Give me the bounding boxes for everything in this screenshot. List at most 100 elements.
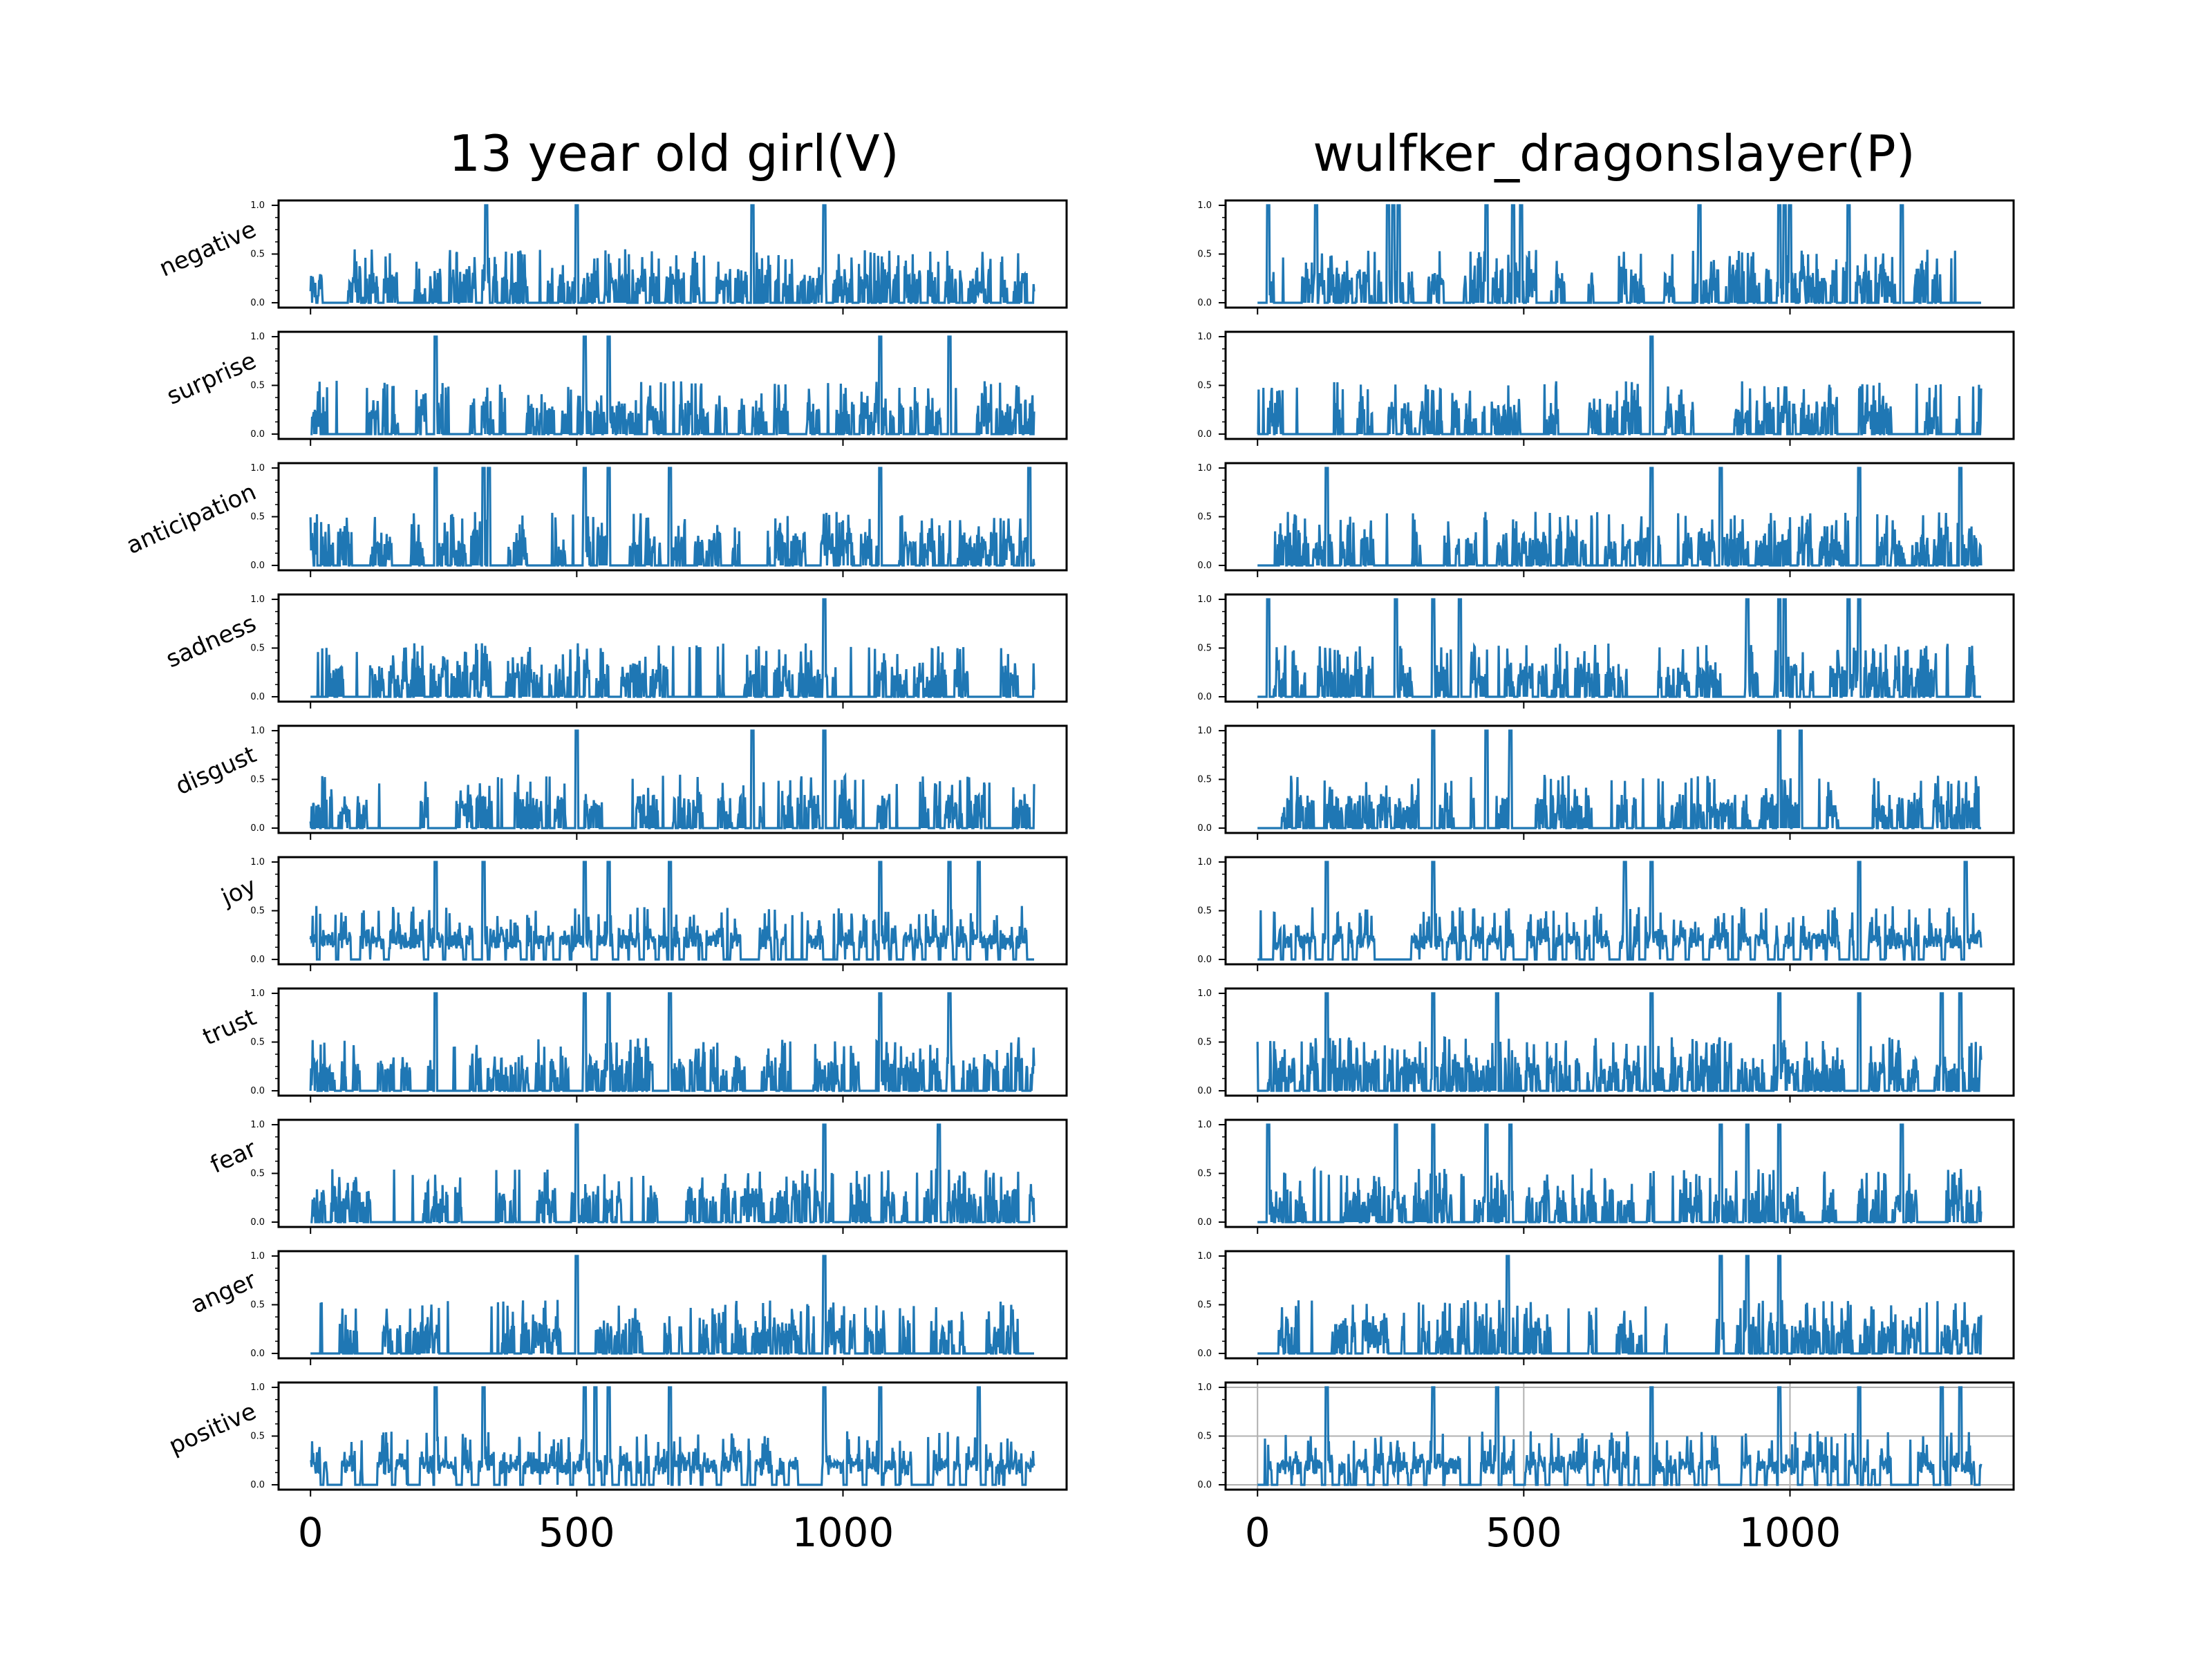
series-line-anticipation xyxy=(309,467,1035,567)
y-tick-label: 1.0 xyxy=(1197,594,1212,605)
series-line-sadness xyxy=(310,598,1035,698)
series-line-joy xyxy=(309,861,1034,961)
y-tick-label: 1.0 xyxy=(1197,463,1212,474)
panel-left-sadness: 0.0 0.5 1.0 sadness xyxy=(162,593,1068,709)
y-tick-label: 1.0 xyxy=(250,200,265,211)
y-tick-label: 1.0 xyxy=(250,1251,265,1262)
x-tick-label: 1000 xyxy=(1739,1509,1841,1556)
row-label-positive: positive xyxy=(165,1398,261,1461)
x-tick-label: 0 xyxy=(298,1509,324,1556)
y-tick-label: 0.0 xyxy=(1197,692,1212,702)
y-tick-label: 0.0 xyxy=(1197,561,1212,571)
series-line-anger xyxy=(310,1255,1034,1355)
y-tick-label: 0.0 xyxy=(1197,955,1212,965)
series-line-anticipation xyxy=(1257,467,1983,567)
y-tick-label: 0.0 xyxy=(250,1217,265,1228)
y-tick-label: 1.0 xyxy=(250,332,265,342)
y-tick-label: 0.5 xyxy=(250,381,265,391)
series-line-disgust xyxy=(1257,729,1981,830)
series-line-anger xyxy=(1257,1255,1983,1355)
panel-right-anticipation: 0.0 0.5 1.0 xyxy=(1197,462,2015,577)
y-tick-label: 0.5 xyxy=(1197,775,1212,785)
y-tick-label: 1.0 xyxy=(1197,1251,1212,1262)
series-line-disgust xyxy=(309,729,1035,830)
series-line-positive xyxy=(1257,1386,1983,1486)
y-tick-label: 1.0 xyxy=(1197,726,1212,736)
y-tick-label: 0.5 xyxy=(1197,250,1212,260)
y-tick-label: 0.5 xyxy=(250,1169,265,1179)
x-tick-label: 500 xyxy=(538,1509,615,1556)
y-tick-label: 0.0 xyxy=(1197,1086,1212,1096)
y-tick-label: 1.0 xyxy=(1197,1120,1212,1130)
x-tick-label: 0 xyxy=(1245,1509,1271,1556)
panel-right-fear: 0.0 0.5 1.0 xyxy=(1197,1118,2015,1234)
y-tick-label: 0.5 xyxy=(250,1300,265,1311)
panel-right-surprise: 0.0 0.5 1.0 xyxy=(1197,330,2015,446)
panel-right-anger: 0.0 0.5 1.0 xyxy=(1197,1250,2015,1365)
y-tick-label: 0.5 xyxy=(1197,644,1212,654)
y-tick-label: 1.0 xyxy=(1197,988,1212,999)
panel-right-disgust: 0.0 0.5 1.0 xyxy=(1197,724,2015,840)
row-label-disgust: disgust xyxy=(171,741,261,801)
y-tick-label: 0.0 xyxy=(250,955,265,965)
series-line-fear xyxy=(1257,1123,1983,1224)
y-tick-label: 0.0 xyxy=(250,1480,265,1490)
series-line-negative xyxy=(309,204,1035,304)
y-tick-label: 1.0 xyxy=(1197,332,1212,342)
y-tick-label: 1.0 xyxy=(1197,857,1212,868)
panel-right-joy: 0.0 0.5 1.0 xyxy=(1197,856,2015,971)
row-label-anticipation: anticipation xyxy=(122,478,261,560)
y-tick-label: 0.0 xyxy=(250,298,265,308)
panel-left-disgust: 0.0 0.5 1.0 disgust xyxy=(171,724,1068,840)
series-line-negative xyxy=(1257,204,1981,304)
panel-left-positive: 0.0 0.5 1.0 positive 0 500 1000 xyxy=(165,1381,1068,1556)
panel-right-sadness: 0.0 0.5 1.0 xyxy=(1197,593,2015,709)
y-tick-label: 0.0 xyxy=(250,1086,265,1096)
y-tick-label: 0.0 xyxy=(250,429,265,440)
y-tick-label: 0.5 xyxy=(250,644,265,654)
y-tick-label: 0.5 xyxy=(1197,512,1212,523)
y-tick-label: 0.5 xyxy=(1197,1169,1212,1179)
y-tick-label: 0.5 xyxy=(1197,1300,1212,1311)
x-tick-label: 500 xyxy=(1485,1509,1562,1556)
y-tick-label: 0.5 xyxy=(1197,1038,1212,1048)
right-column-title: wulfker_dragonslayer(P) xyxy=(1313,124,1915,182)
y-tick-label: 0.0 xyxy=(250,692,265,702)
y-tick-label: 1.0 xyxy=(250,726,265,736)
series-line-positive xyxy=(310,1386,1035,1486)
y-tick-label: 0.0 xyxy=(250,561,265,571)
left-column-title: 13 year old girl(V) xyxy=(449,124,899,182)
row-label-anger: anger xyxy=(187,1266,261,1320)
y-tick-label: 0.5 xyxy=(250,1432,265,1442)
y-tick-label: 0.5 xyxy=(250,250,265,260)
panel-left-surprise: 0.0 0.5 1.0 surprise xyxy=(162,330,1068,446)
panel-left-anticipation: 0.0 0.5 1.0 anticipation xyxy=(122,462,1068,577)
y-tick-label: 0.0 xyxy=(250,1349,265,1359)
y-tick-label: 0.0 xyxy=(1197,823,1212,834)
series-line-trust xyxy=(1256,992,1983,1092)
y-tick-label: 1.0 xyxy=(1197,200,1212,211)
series-line-surprise xyxy=(1257,335,1983,435)
y-tick-label: 0.0 xyxy=(1197,298,1212,308)
panel-left-negative: 0.0 0.5 1.0 negative xyxy=(156,199,1068,315)
y-tick-label: 0.0 xyxy=(1197,1349,1212,1359)
panel-right-trust: 0.0 0.5 1.0 xyxy=(1197,987,2015,1103)
y-tick-label: 0.5 xyxy=(250,775,265,785)
y-tick-label: 0.5 xyxy=(1197,906,1212,917)
y-tick-label: 1.0 xyxy=(1197,1382,1212,1393)
y-tick-label: 0.5 xyxy=(250,512,265,523)
y-tick-label: 1.0 xyxy=(250,463,265,474)
row-label-negative: negative xyxy=(156,216,261,283)
series-line-fear xyxy=(310,1123,1035,1224)
y-tick-label: 0.5 xyxy=(1197,381,1212,391)
y-tick-label: 1.0 xyxy=(250,988,265,999)
series-line-surprise xyxy=(310,335,1035,435)
y-tick-label: 0.0 xyxy=(250,823,265,834)
y-tick-label: 0.5 xyxy=(250,1038,265,1048)
panel-right-positive: 0.0 0.5 1.0 0 500 1000 xyxy=(1197,1381,2015,1556)
y-tick-label: 1.0 xyxy=(250,1120,265,1130)
